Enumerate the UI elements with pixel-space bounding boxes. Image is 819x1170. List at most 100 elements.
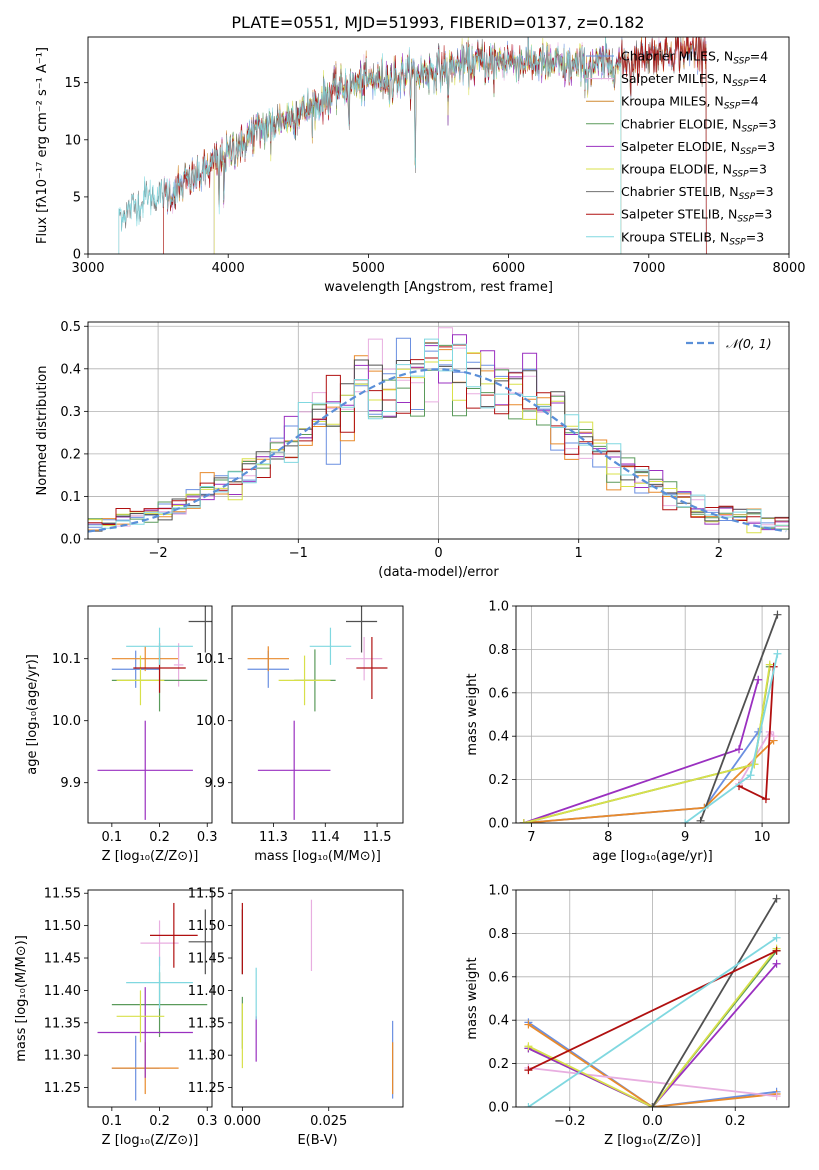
x-tick-label: 7 — [527, 830, 535, 845]
y-tick-label: 11.50 — [44, 919, 81, 934]
weight-marker — [773, 649, 782, 658]
x-tick-label: 0.1 — [102, 830, 123, 845]
x-tick-label: 0.2 — [149, 1114, 170, 1129]
errorbar-point-6 — [116, 655, 165, 706]
spectrum-line-9 — [118, 37, 622, 254]
y-axis-label: age [log₁₀(age/yr)] — [25, 654, 40, 775]
weight-marker — [519, 819, 528, 823]
y-tick-label: 11.30 — [188, 1049, 225, 1064]
gaussian-reference-curve — [88, 368, 787, 533]
weight-marker — [735, 745, 744, 754]
weight-line-9 — [527, 936, 778, 1107]
y-tick-label: 0.3 — [60, 405, 81, 420]
errorbar-point-6 — [278, 655, 331, 706]
x-axis-label: wavelength [Angstrom, rest frame] — [324, 280, 553, 295]
x-tick-label: −2 — [149, 546, 168, 561]
errorbar-point-5 — [257, 720, 331, 820]
legend-entry: Salpeter MILES, NSSP=4 — [621, 71, 767, 89]
weight-line-3 — [528, 1067, 777, 1098]
y-tick-label: 5 — [73, 190, 81, 205]
y-tick-label: 9.9 — [204, 776, 225, 791]
legend-entry: Salpeter ELODIE, NSSP=3 — [621, 139, 775, 157]
y-tick-label: 0.0 — [60, 533, 81, 548]
y-tick-label: 1.0 — [488, 884, 509, 899]
weight-marker — [761, 795, 770, 804]
y-tick-label: 11.30 — [44, 1049, 81, 1064]
x-axis-label: age [log₁₀(age/yr)] — [592, 849, 713, 864]
errorbar-point-9 — [126, 627, 193, 665]
plot-area-spectrum — [118, 37, 707, 254]
y-tick-label: 0.8 — [488, 927, 509, 942]
y-tick-label: 15 — [64, 76, 81, 91]
axes-frame — [515, 889, 790, 1108]
y-tick-label: 11.40 — [188, 984, 225, 999]
axes-spectrum: 3000 4000 5000 6000 7000 8000 0 5 10 15 wavelength… — [35, 36, 806, 295]
y-tick-label: 11.45 — [44, 952, 81, 967]
weight-marker — [524, 1042, 533, 1051]
x-tick-label: 0.3 — [197, 1114, 218, 1129]
y-tick-label: 0.2 — [488, 1057, 509, 1072]
weight-marker — [524, 1103, 533, 1107]
x-tick-label: 7000 — [632, 261, 665, 276]
y-tick-label: 0.0 — [488, 817, 509, 832]
y-tick-label: 11.35 — [188, 1016, 225, 1031]
x-tick-label: 0.2 — [725, 1114, 746, 1129]
y-tick-label: 11.55 — [188, 887, 225, 902]
x-tick-label: 11.5 — [363, 830, 392, 845]
x-axis-label: E(B-V) — [297, 1133, 337, 1148]
y-tick-label: 11.25 — [188, 1081, 225, 1096]
x-tick-label: −1 — [289, 546, 308, 561]
weight-marker — [696, 816, 705, 823]
x-axis-label: Z [log₁₀(Z/Z⊙)] — [102, 849, 199, 864]
legend-entry: Salpeter STELIB, NSSP=3 — [621, 207, 772, 225]
x-tick-label: 9 — [681, 830, 689, 845]
x-tick-label: 0.2 — [149, 830, 170, 845]
errorbar-point-2 — [247, 646, 289, 672]
y-tick-label: 10 — [64, 133, 81, 148]
axes-frame — [87, 889, 213, 1108]
errorbar-point-7 — [188, 606, 212, 653]
axes-residuals: −2 −1 0 1 2 0.0 0.1 0.2 0.3 0.4 0.5 (data-model)/er… — [35, 320, 790, 580]
y-tick-label: 0.4 — [60, 362, 81, 377]
y-tick-label: 11.50 — [188, 919, 225, 934]
plot-area-age-vs-mass — [247, 606, 388, 820]
y-tick-label: 11.35 — [44, 1016, 81, 1031]
weight-marker — [681, 819, 690, 823]
errorbar-point-6 — [116, 990, 165, 1043]
x-tick-label: 0.1 — [102, 1114, 123, 1129]
y-tick-label: 9.9 — [60, 776, 81, 791]
weight-line-7 — [651, 898, 778, 1107]
x-tick-label: 8 — [604, 830, 612, 845]
x-tick-label: 0.000 — [224, 1114, 261, 1129]
axes-age-vs-mass: 11.3 11.4 11.5 9.9 10.0 10.1 mass [log₁₀(M/M⊙)… — [196, 605, 404, 864]
axes-frame — [87, 321, 790, 540]
y-tick-label: 0.6 — [488, 970, 509, 985]
x-tick-label: 8000 — [772, 261, 805, 276]
y-axis-label: mass weight — [465, 673, 480, 755]
weight-marker — [772, 894, 781, 903]
y-tick-label: 0.4 — [488, 730, 509, 745]
errorbar-point-5 — [97, 720, 193, 820]
weight-line-7 — [699, 614, 779, 822]
weight-marker — [772, 959, 781, 968]
plot-area-residuals — [88, 327, 789, 534]
y-axis-label: mass [log₁₀(M/M⊙)] — [14, 935, 29, 1062]
x-axis-label: (data-model)/error — [378, 565, 499, 580]
weight-line-5 — [528, 963, 778, 1107]
errorbar-point-1 — [111, 650, 160, 688]
axes-frame — [231, 889, 404, 1108]
y-tick-label: 0.2 — [60, 447, 81, 462]
x-tick-label: −0.2 — [554, 1114, 586, 1129]
axes-frame — [87, 36, 790, 255]
x-tick-label: 2 — [715, 546, 723, 561]
axes-weight-vs-age: 7 8 9 10 0.0 0.2 0.4 0.6 0.8 1.0 age [log₁₀(age/yr… — [465, 600, 790, 864]
y-tick-label: 0.2 — [488, 773, 509, 788]
errorbar-point-7 — [346, 606, 378, 653]
x-tick-label: 11.3 — [259, 830, 288, 845]
y-tick-label: 0.4 — [488, 1014, 509, 1029]
errorbar-point-3 — [346, 637, 383, 681]
y-axis-label: mass weight — [465, 957, 480, 1039]
errorbar-point-5 — [97, 987, 193, 1078]
plot-area-mass-vs-z — [97, 902, 212, 1101]
weight-marker — [772, 1092, 781, 1101]
